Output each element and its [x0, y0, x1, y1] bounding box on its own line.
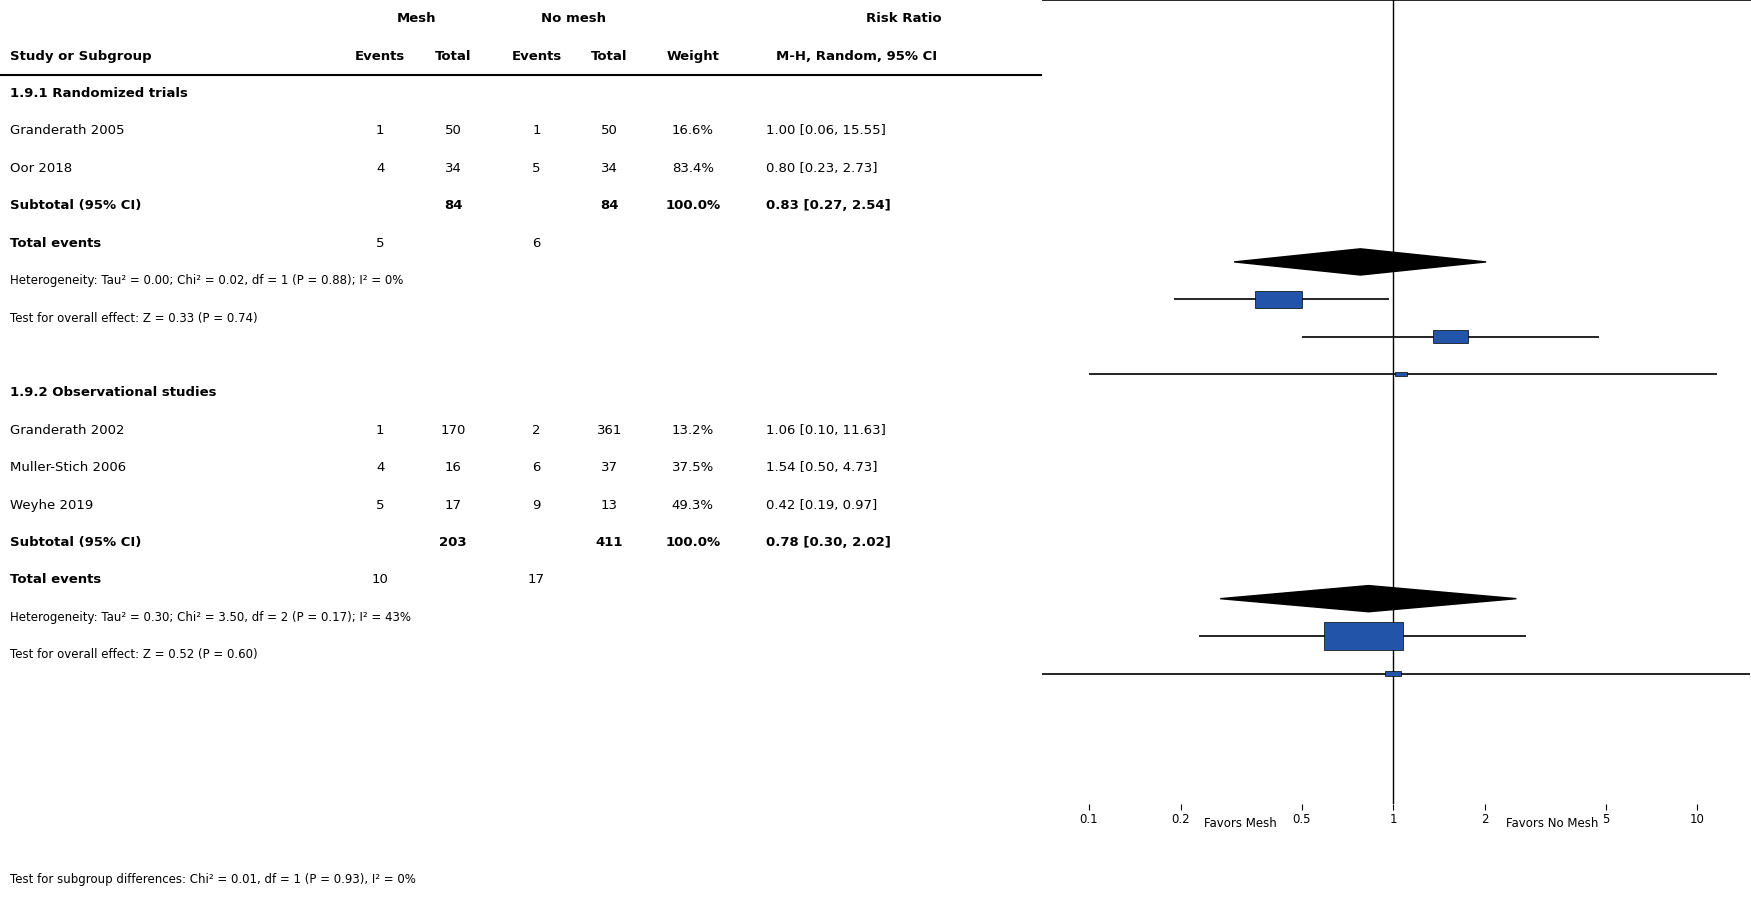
- Text: Test for subgroup differences: Chi² = 0.01, df = 1 (P = 0.93), I² = 0%: Test for subgroup differences: Chi² = 0.…: [11, 873, 417, 885]
- Text: Mesh: Mesh: [397, 13, 436, 25]
- Text: M-H, Random, 95% CI: M-H, Random, 95% CI: [776, 49, 937, 63]
- Text: 100.0%: 100.0%: [665, 199, 720, 212]
- Text: 50: 50: [445, 125, 462, 137]
- Bar: [1324, 622, 1403, 650]
- Text: 83.4%: 83.4%: [672, 162, 714, 175]
- Text: 2: 2: [532, 424, 541, 436]
- Text: 1.54 [0.50, 4.73]: 1.54 [0.50, 4.73]: [765, 462, 877, 474]
- Text: 34: 34: [445, 162, 462, 175]
- Text: 1.06 [0.10, 11.63]: 1.06 [0.10, 11.63]: [765, 424, 886, 436]
- Text: Granderath 2005: Granderath 2005: [11, 125, 124, 137]
- Text: Test for overall effect: Z = 0.52 (P = 0.60): Test for overall effect: Z = 0.52 (P = 0…: [11, 648, 257, 661]
- Text: 16: 16: [445, 462, 462, 474]
- Text: 4: 4: [376, 162, 385, 175]
- Text: 1: 1: [376, 424, 385, 436]
- Text: Favors No Mesh: Favors No Mesh: [1506, 816, 1599, 830]
- Bar: [1432, 330, 1467, 343]
- Text: 170: 170: [441, 424, 466, 436]
- Text: Total: Total: [434, 49, 471, 63]
- Text: 1: 1: [532, 125, 541, 137]
- Text: Total events: Total events: [11, 574, 102, 586]
- Text: Subtotal (95% CI): Subtotal (95% CI): [11, 536, 142, 549]
- Text: 1.9.2 Observational studies: 1.9.2 Observational studies: [11, 386, 217, 400]
- Text: 13: 13: [601, 498, 618, 512]
- Text: Weyhe 2019: Weyhe 2019: [11, 498, 93, 512]
- Text: 411: 411: [595, 536, 623, 549]
- Text: 5: 5: [376, 498, 385, 512]
- Text: 1.9.1 Randomized trials: 1.9.1 Randomized trials: [11, 87, 189, 100]
- Text: 34: 34: [601, 162, 618, 175]
- Text: Events: Events: [511, 49, 562, 63]
- Text: Study or Subgroup: Study or Subgroup: [11, 49, 152, 63]
- Text: 4: 4: [376, 462, 385, 474]
- Text: 37.5%: 37.5%: [672, 462, 714, 474]
- Text: 1: 1: [376, 125, 385, 137]
- Text: Granderath 2002: Granderath 2002: [11, 424, 124, 436]
- Text: 0.83 [0.27, 2.54]: 0.83 [0.27, 2.54]: [765, 199, 891, 212]
- Text: 100.0%: 100.0%: [665, 536, 720, 549]
- Text: Risk Ratio: Risk Ratio: [867, 13, 942, 25]
- Text: 203: 203: [440, 536, 468, 549]
- Text: Heterogeneity: Tau² = 0.00; Chi² = 0.02, df = 1 (P = 0.88); I² = 0%: Heterogeneity: Tau² = 0.00; Chi² = 0.02,…: [11, 274, 404, 287]
- Text: 0.80 [0.23, 2.73]: 0.80 [0.23, 2.73]: [765, 162, 877, 175]
- Text: M-H, Random, 95% CI: M-H, Random, 95% CI: [1315, 49, 1478, 63]
- Text: Events: Events: [355, 49, 406, 63]
- Text: 1.00 [0.06, 15.55]: 1.00 [0.06, 15.55]: [765, 125, 886, 137]
- Text: 10: 10: [371, 574, 389, 586]
- Text: Total events: Total events: [11, 237, 102, 250]
- Text: 361: 361: [597, 424, 622, 436]
- Bar: [1255, 291, 1301, 308]
- Text: 5: 5: [376, 237, 385, 250]
- Text: 84: 84: [445, 199, 462, 212]
- Text: 17: 17: [445, 498, 462, 512]
- Text: 37: 37: [601, 462, 618, 474]
- Text: Weight: Weight: [667, 49, 720, 63]
- Text: Favors Mesh: Favors Mesh: [1205, 816, 1276, 830]
- Text: 0.42 [0.19, 0.97]: 0.42 [0.19, 0.97]: [765, 498, 877, 512]
- Text: Total: Total: [592, 49, 627, 63]
- Text: 84: 84: [601, 199, 618, 212]
- Text: Subtotal (95% CI): Subtotal (95% CI): [11, 199, 142, 212]
- Polygon shape: [1234, 249, 1487, 275]
- Text: 17: 17: [529, 574, 545, 586]
- Text: 0.78 [0.30, 2.02]: 0.78 [0.30, 2.02]: [765, 536, 891, 549]
- Text: 6: 6: [532, 462, 541, 474]
- Bar: [1385, 671, 1401, 676]
- Text: 50: 50: [601, 125, 618, 137]
- Bar: [1394, 372, 1408, 376]
- Text: Oor 2018: Oor 2018: [11, 162, 72, 175]
- Text: 6: 6: [532, 237, 541, 250]
- Text: Muller-Stich 2006: Muller-Stich 2006: [11, 462, 126, 474]
- Text: 9: 9: [532, 498, 541, 512]
- Text: 13.2%: 13.2%: [672, 424, 714, 436]
- Text: 5: 5: [532, 162, 541, 175]
- Text: Heterogeneity: Tau² = 0.30; Chi² = 3.50, df = 2 (P = 0.17); I² = 43%: Heterogeneity: Tau² = 0.30; Chi² = 3.50,…: [11, 611, 411, 624]
- Text: Test for overall effect: Z = 0.33 (P = 0.74): Test for overall effect: Z = 0.33 (P = 0…: [11, 312, 257, 324]
- Text: Risk Ratio: Risk Ratio: [1359, 13, 1434, 25]
- Text: 49.3%: 49.3%: [672, 498, 714, 512]
- Polygon shape: [1220, 585, 1516, 612]
- Text: 16.6%: 16.6%: [672, 125, 714, 137]
- Text: No mesh: No mesh: [541, 13, 606, 25]
